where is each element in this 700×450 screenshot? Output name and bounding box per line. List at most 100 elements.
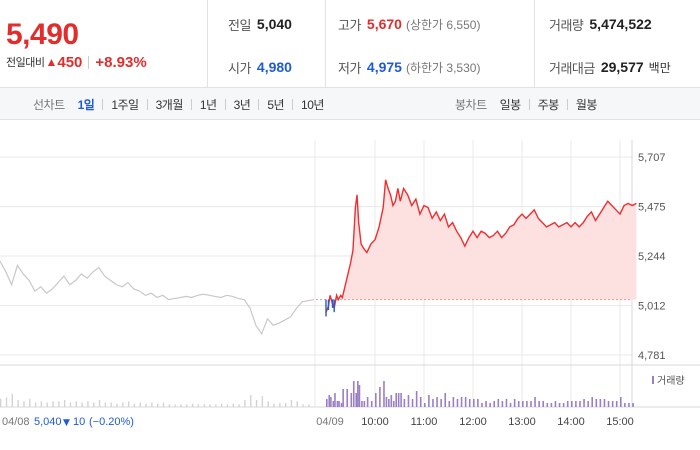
volume-bar bbox=[485, 401, 487, 407]
volume-bar bbox=[388, 399, 390, 407]
volume-bar bbox=[361, 401, 363, 407]
volume-bar bbox=[501, 401, 504, 407]
volume-legend-swatch bbox=[652, 376, 654, 384]
volume-bar bbox=[385, 397, 388, 407]
volume-bar bbox=[0, 398, 2, 407]
volume-bar bbox=[542, 401, 545, 407]
tab-1d[interactable]: 1일 bbox=[77, 97, 95, 112]
volume-bar bbox=[452, 397, 455, 407]
volume-bar bbox=[346, 389, 349, 407]
label-layer: 5,707 5,475 5,244 5,012 4,781 거래량 04/09 10:00 11… bbox=[2, 152, 685, 428]
tab-3m[interactable]: 3개월 bbox=[155, 97, 184, 112]
volume-bar bbox=[392, 401, 395, 407]
volume-bar bbox=[456, 399, 459, 407]
volume-bar bbox=[599, 399, 602, 407]
volume-bar bbox=[355, 393, 357, 407]
volume-bar bbox=[238, 404, 240, 407]
volume-bar bbox=[267, 401, 269, 407]
candle-chart-heading: 봉차트 bbox=[455, 97, 487, 112]
volume-bar bbox=[583, 399, 585, 407]
lower-limit: (하한가 3,530) bbox=[405, 60, 481, 75]
volume-bar bbox=[296, 401, 298, 407]
volume-bar bbox=[358, 385, 361, 407]
line-chart-tabs: 선차트 1일 1주일 3개월 1년 3년 5년 10년 bbox=[33, 88, 324, 120]
area-fill-layer bbox=[316, 179, 637, 301]
divider bbox=[566, 98, 568, 110]
volume-bar bbox=[403, 399, 406, 407]
low-value: 4,975 bbox=[366, 59, 402, 75]
volume-bar bbox=[209, 404, 211, 407]
current-price: 5,490 bbox=[6, 18, 79, 51]
volume-bar bbox=[332, 401, 335, 407]
open-stat: 시가 4,980 bbox=[228, 57, 292, 77]
volume-bar bbox=[415, 391, 418, 407]
high-stat: 고가 5,670 (상한가 6,550) bbox=[338, 14, 480, 34]
volume-bar bbox=[517, 401, 520, 407]
tab-1w[interactable]: 1주일 bbox=[111, 97, 139, 112]
x-tick-label: 14:00 bbox=[557, 416, 585, 428]
line-layer bbox=[0, 179, 637, 336]
volume-bar bbox=[407, 395, 410, 407]
volume-bar bbox=[139, 402, 141, 407]
volume-bar bbox=[448, 401, 451, 407]
divider bbox=[528, 98, 530, 110]
line-chart-heading: 선차트 bbox=[33, 97, 65, 112]
volume-bar bbox=[23, 401, 25, 407]
volume-bar bbox=[255, 400, 258, 407]
volume-bar bbox=[326, 399, 328, 407]
low-stat: 저가 4,975 (하한가 3,530) bbox=[338, 57, 480, 77]
volume-layer bbox=[0, 381, 634, 407]
volume-bar bbox=[302, 404, 304, 407]
tab-monthly[interactable]: 월봉 bbox=[575, 97, 598, 112]
tab-5y[interactable]: 5년 bbox=[267, 97, 285, 112]
volume-stat: 거래량 5,474,522 bbox=[549, 14, 652, 34]
volume-bar bbox=[411, 399, 414, 407]
prev-day-close: 5,040 bbox=[34, 416, 62, 428]
divider bbox=[258, 98, 260, 110]
volume-bar bbox=[29, 398, 31, 407]
tab-10y[interactable]: 10년 bbox=[301, 97, 324, 112]
y-tick-label: 5,244 bbox=[638, 251, 666, 263]
x-tick-label: 04/09 bbox=[316, 416, 344, 428]
volume-bar bbox=[168, 404, 171, 407]
y-tick-label: 4,781 bbox=[638, 350, 666, 362]
divider bbox=[224, 98, 226, 110]
volume-bar bbox=[632, 403, 634, 407]
tab-3y[interactable]: 3년 bbox=[233, 97, 251, 112]
volume-bar bbox=[440, 399, 442, 407]
high-value: 5,670 bbox=[366, 16, 402, 32]
volume-bar bbox=[145, 403, 147, 407]
low-label: 저가 bbox=[338, 60, 361, 76]
volume-bar bbox=[63, 400, 66, 407]
change-label: 전일대비 bbox=[6, 57, 45, 69]
volume-bar bbox=[69, 402, 72, 407]
volume-bar bbox=[530, 401, 532, 407]
y-tick-label: 5,012 bbox=[638, 301, 666, 313]
upper-limit: (상한가 6,550) bbox=[405, 17, 481, 32]
volume-bar bbox=[562, 403, 565, 407]
tab-weekly[interactable]: 주봉 bbox=[537, 97, 560, 112]
volume-bar bbox=[509, 403, 512, 407]
volume-bar bbox=[468, 399, 471, 407]
volume-bar bbox=[110, 402, 112, 407]
volume-bar bbox=[436, 397, 438, 407]
price-chart[interactable]: 5,707 5,475 5,244 5,012 4,781 거래량 04/09 10:00 11… bbox=[0, 120, 700, 450]
tab-1y[interactable]: 1년 bbox=[199, 97, 217, 112]
volume-bar bbox=[615, 401, 618, 407]
volume-bar bbox=[526, 401, 528, 407]
divider bbox=[102, 98, 104, 110]
volume-bar bbox=[308, 404, 310, 407]
down-triangle-icon: ▼ bbox=[63, 418, 70, 428]
volume-bar bbox=[370, 401, 373, 407]
divider bbox=[190, 98, 192, 110]
volume-bar bbox=[116, 403, 118, 407]
tab-daily[interactable]: 일봉 bbox=[499, 97, 522, 112]
volume-bar bbox=[628, 403, 630, 407]
up-triangle-icon: ▲ bbox=[45, 55, 58, 69]
volume-bar bbox=[513, 399, 516, 407]
volume-value: 5,474,522 bbox=[589, 16, 652, 32]
volume-bar bbox=[566, 401, 569, 407]
volume-bar bbox=[379, 387, 381, 407]
volume-bar bbox=[290, 400, 293, 407]
volume-bar bbox=[428, 395, 430, 407]
